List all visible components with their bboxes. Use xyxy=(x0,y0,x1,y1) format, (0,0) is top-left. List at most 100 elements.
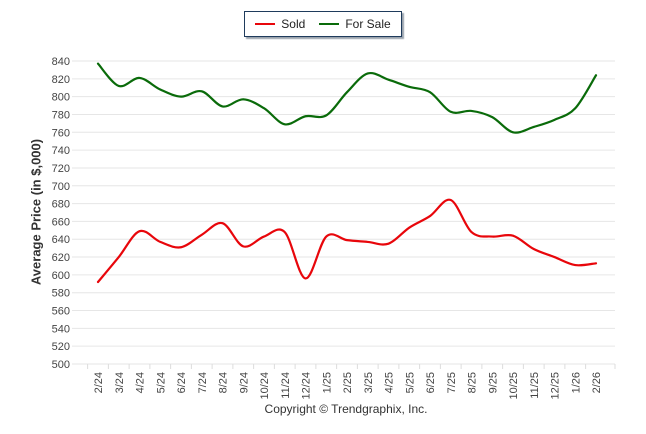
legend-swatch-sold xyxy=(255,23,276,25)
x-tick-label: 12/24 xyxy=(301,372,313,400)
data-point-for-sale xyxy=(138,77,141,79)
data-point-sold xyxy=(491,235,494,238)
data-point-sold xyxy=(304,277,307,280)
legend-label-for-sale: For Sale xyxy=(345,17,391,31)
data-point-for-sale xyxy=(470,110,473,112)
y-tick-label: 700 xyxy=(52,181,70,193)
legend: Sold For Sale xyxy=(244,11,402,37)
x-tick-label: 8/25 xyxy=(467,372,479,393)
data-point-for-sale xyxy=(242,98,245,101)
x-tick-label: 3/24 xyxy=(114,372,126,393)
data-point-sold xyxy=(346,239,348,242)
data-point-for-sale xyxy=(387,78,390,81)
data-point-for-sale xyxy=(180,95,182,98)
legend-label-sold: Sold xyxy=(281,17,306,31)
series-line-for-sale xyxy=(96,62,598,134)
data-point-for-sale xyxy=(512,131,514,134)
data-point-sold xyxy=(97,281,99,283)
x-tick-label: 1/25 xyxy=(321,372,333,393)
data-point-for-sale xyxy=(595,74,597,77)
data-point-for-sale xyxy=(200,90,203,93)
data-point-sold xyxy=(387,242,390,245)
x-tick-label: 1/26 xyxy=(570,372,582,393)
x-tick-label: 10/24 xyxy=(259,372,271,400)
data-point-sold xyxy=(180,246,182,249)
x-tick-label: 9/25 xyxy=(487,372,499,393)
data-point-sold xyxy=(449,199,452,201)
data-point-sold xyxy=(325,235,328,238)
data-point-sold xyxy=(200,233,203,236)
data-point-for-sale xyxy=(325,114,328,117)
y-tick-label: 720 xyxy=(52,163,70,175)
x-tick-label: 4/25 xyxy=(384,372,396,393)
x-tick-label: 6/25 xyxy=(425,372,437,393)
data-point-sold xyxy=(408,226,411,229)
x-tick-label: 3/25 xyxy=(363,372,375,393)
data-point-sold xyxy=(595,262,597,265)
x-tick-label: 2/25 xyxy=(342,372,354,393)
data-point-for-sale xyxy=(491,116,494,119)
x-tick-label: 8/24 xyxy=(218,372,230,393)
data-point-for-sale xyxy=(366,72,369,75)
x-tick-label: 10/25 xyxy=(508,372,520,400)
y-tick-label: 600 xyxy=(52,270,70,282)
y-tick-label: 580 xyxy=(52,288,70,300)
y-tick-label: 760 xyxy=(52,127,70,139)
legend-item-for-sale[interactable]: For Sale xyxy=(319,17,391,31)
data-point-sold xyxy=(138,230,141,233)
x-tick-label: 11/24 xyxy=(280,372,292,399)
legend-item-sold[interactable]: Sold xyxy=(255,17,305,31)
data-point-sold xyxy=(429,215,431,217)
data-point-sold xyxy=(221,222,224,225)
data-point-sold xyxy=(263,235,265,238)
data-point-sold xyxy=(470,231,473,234)
data-point-sold xyxy=(366,241,369,243)
y-tick-label: 780 xyxy=(52,109,70,121)
x-tick-label: 2/26 xyxy=(591,372,603,393)
data-point-sold xyxy=(512,234,514,237)
data-point-for-sale xyxy=(532,126,535,128)
data-point-sold xyxy=(117,256,120,258)
data-point-for-sale xyxy=(283,123,286,126)
x-tick-label: 11/25 xyxy=(529,372,541,399)
y-axis-ticks: 500 520 540 560 580 600 620 640 660 680 700 720 740 7… xyxy=(52,56,70,371)
y-axis-label: Average Price (in $,000) xyxy=(28,138,44,286)
series-lines xyxy=(96,62,598,284)
x-tick-label: 9/24 xyxy=(238,372,250,393)
y-tick-label: 660 xyxy=(52,216,70,228)
y-tick-label: 640 xyxy=(52,234,70,246)
data-point-sold xyxy=(553,256,556,258)
y-tick-label: 560 xyxy=(52,306,70,318)
data-point-sold xyxy=(532,248,535,250)
y-tick-label: 520 xyxy=(52,341,70,353)
data-point-for-sale xyxy=(553,118,556,121)
y-tick-label: 740 xyxy=(52,145,70,157)
data-point-for-sale xyxy=(117,85,120,87)
y-tick-label: 500 xyxy=(52,359,70,371)
y-tick-label: 680 xyxy=(52,199,70,211)
data-point-for-sale xyxy=(97,62,99,65)
legend-swatch-for-sale xyxy=(319,23,340,25)
grid-lines xyxy=(72,60,615,365)
x-tick-label: 12/25 xyxy=(550,372,562,400)
data-point-for-sale xyxy=(221,105,224,108)
x-tick-label: 7/25 xyxy=(446,372,458,393)
x-axis-ticks: 2/24 3/24 4/24 5/24 6/24 7/24 8/24 9/24 10/24 11/… xyxy=(87,364,616,400)
data-point-sold xyxy=(574,264,577,266)
data-point-sold xyxy=(242,245,245,248)
x-tick-label: 2/24 xyxy=(93,372,105,393)
y-tick-label: 540 xyxy=(52,323,70,335)
data-point-for-sale xyxy=(429,91,431,94)
data-point-for-sale xyxy=(304,115,307,118)
y-tick-label: 840 xyxy=(52,56,70,68)
data-point-for-sale xyxy=(408,85,411,88)
y-tick-label: 620 xyxy=(52,252,70,264)
y-tick-label: 800 xyxy=(52,92,70,104)
x-tick-label: 7/24 xyxy=(197,372,209,393)
data-point-sold xyxy=(159,241,162,243)
x-tick-label: 5/24 xyxy=(155,372,167,393)
x-tick-label: 4/24 xyxy=(135,372,147,393)
data-point-for-sale xyxy=(346,91,348,94)
data-point-for-sale xyxy=(449,110,452,113)
